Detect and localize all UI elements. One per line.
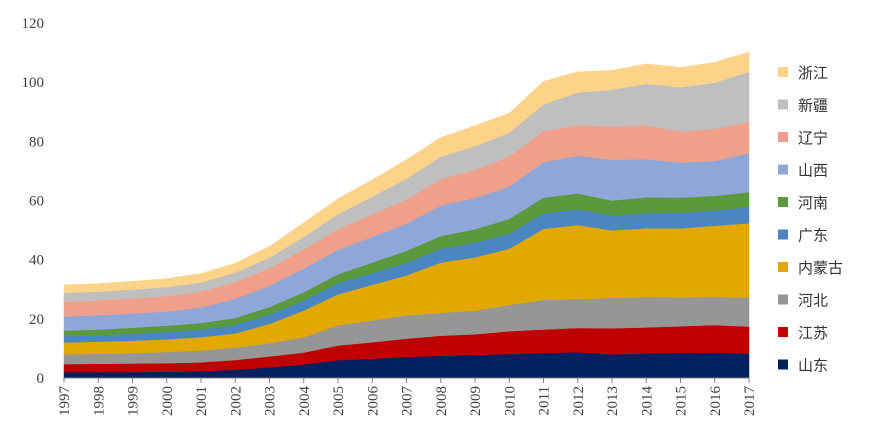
x-tick-label: 2003 — [263, 386, 279, 416]
legend-label-6: 山西 — [798, 162, 828, 180]
x-tick-label: 2017 — [742, 386, 758, 417]
legend-label-1: 江苏 — [798, 324, 828, 342]
x-tick-label: 2009 — [468, 386, 484, 416]
legend-swatch-9 — [778, 67, 788, 77]
y-tick-label: 0 — [37, 371, 45, 387]
legend-swatch-6 — [778, 164, 788, 175]
x-tick-label: 2015 — [674, 386, 690, 416]
x-tick-label: 2006 — [365, 386, 381, 417]
legend-swatch-1 — [778, 327, 788, 337]
x-tick-label: 2005 — [331, 386, 347, 416]
y-tick-label: 60 — [29, 194, 44, 210]
x-tick-label: 2002 — [228, 386, 244, 416]
x-tick-label: 2001 — [194, 386, 210, 416]
legend-label-3: 内蒙古 — [798, 259, 843, 277]
x-tick-label: 2008 — [434, 386, 450, 416]
y-tick-label: 80 — [29, 134, 44, 150]
x-tick-label: 1999 — [126, 386, 142, 416]
legend-swatch-0 — [778, 359, 788, 370]
x-tick-label: 2000 — [160, 386, 176, 416]
axes: 0 20 40 60 80 100 120 1997 1998 1999 2000 2001 2002 2… — [22, 16, 759, 416]
y-tick-label: 120 — [22, 16, 45, 32]
y-tick-label: 100 — [22, 75, 45, 91]
legend-label-9: 浙江 — [798, 64, 828, 82]
x-tick-label: 2016 — [708, 386, 724, 417]
legend-label-0: 山东 — [798, 357, 828, 375]
legend-swatch-3 — [778, 262, 788, 272]
x-tick-label: 1997 — [57, 386, 73, 417]
x-tick-label: 2010 — [502, 386, 518, 416]
x-tick-label: 2014 — [639, 386, 655, 417]
legend-swatch-8 — [778, 99, 788, 110]
y-tick-label: 20 — [29, 312, 44, 328]
x-tick-label: 2013 — [605, 386, 621, 416]
legend-label-8: 新疆 — [798, 97, 828, 115]
legend-label-2: 河北 — [798, 292, 828, 310]
area-series-9 — [63, 51, 750, 294]
x-tick-label: 1998 — [91, 386, 107, 416]
legend-swatch-4 — [778, 229, 788, 240]
legend-label-5: 河南 — [798, 194, 828, 212]
x-tick-label: 2012 — [571, 386, 587, 416]
y-tick-label: 40 — [29, 253, 44, 269]
area-layers — [63, 51, 750, 379]
legend-label-4: 广东 — [798, 227, 828, 245]
legend-swatch-2 — [778, 294, 788, 305]
legend-swatch-7 — [778, 132, 788, 142]
legend-swatch-5 — [778, 197, 788, 207]
x-tick-label: 2004 — [297, 386, 313, 417]
x-tick-label: 2007 — [400, 386, 416, 417]
legend-label-7: 辽宁 — [798, 129, 828, 147]
x-tick-label: 2011 — [537, 386, 553, 415]
